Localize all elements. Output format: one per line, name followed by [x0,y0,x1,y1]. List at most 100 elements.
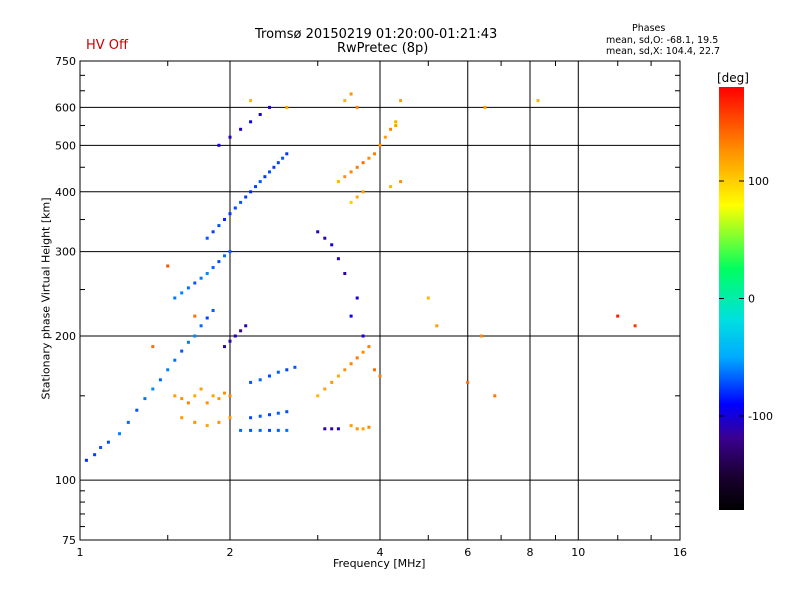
data-point [228,394,232,398]
colorbar-ticks: 100 0 -100 [719,175,773,423]
data-point [268,170,271,174]
colorbar-tick-label: 0 [748,293,755,306]
x-tick-label: 2 [227,546,234,559]
data-point [244,324,248,328]
data-point [316,394,320,398]
data-point [186,286,190,290]
data-point [349,424,353,428]
data-point [143,397,147,401]
data-point [223,254,226,258]
data-point [211,394,215,398]
data-point [276,428,280,432]
phase-stats-x: mean, sd,X: 104.4, 22.7 [606,46,721,57]
data-point [205,236,209,240]
data-point [349,362,353,366]
data-point [223,218,226,221]
data-point [239,200,243,204]
data-point [249,99,253,103]
data-point [211,309,215,312]
data-point [323,236,327,240]
y-tick-label: 750 [55,55,76,68]
x-axis-label: Frequency [MHz] [333,557,426,570]
y-tick-label: 100 [55,474,76,487]
data-point [361,161,365,165]
data-point [199,276,203,280]
data-point [633,324,637,328]
data-point [233,206,237,210]
data-point [249,380,253,384]
data-point [336,427,340,431]
data-point [323,387,327,391]
data-point [355,105,359,109]
data-point [285,105,289,109]
data-point [373,152,376,156]
data-point [394,124,398,127]
data-point [151,387,155,391]
colorbar-tick-label: -100 [748,410,773,423]
colorbar-unit: [deg] [717,71,749,85]
data-point [268,374,271,378]
data-point [249,190,253,194]
data-point [355,427,359,431]
data-point [367,425,371,429]
y-tick-label: 500 [55,139,76,152]
data-point [228,135,232,139]
data-point [349,314,353,318]
data-point [258,414,262,418]
x-tick-label: 16 [673,546,687,559]
data-point [166,264,170,268]
phase-heading: Phases [632,23,666,34]
data-point [399,180,403,184]
data-point [228,212,232,216]
y-tick-label: 75 [62,534,76,547]
data-point [173,394,177,398]
data-point [373,368,376,372]
data-point [361,190,365,194]
data-point [263,175,267,179]
data-point [217,143,221,147]
data-point [330,380,334,384]
data-point [435,324,439,328]
data-point [180,291,184,295]
data-point [228,250,232,254]
data-point [349,92,353,96]
chart-subtitle: RwPretec (8p) [337,41,429,56]
data-point [367,156,371,160]
data-point [205,424,209,428]
data-point [355,356,359,360]
data-point [180,349,184,353]
chart-title: Tromsø 20150219 01:20:00-01:21:43 [255,27,498,42]
data-point [84,458,88,462]
data-point [285,428,289,432]
data-point [239,329,243,333]
data-point [151,345,155,349]
data-point [180,397,184,401]
data-point [258,180,262,184]
data-point [173,358,177,362]
data-point [158,378,162,382]
data-point [193,281,197,285]
data-point [239,428,243,432]
data-point [378,374,382,378]
data-point [355,296,359,300]
data-point [285,368,289,372]
data-point [361,427,365,431]
data-point [493,394,497,398]
data-point [249,428,253,432]
data-point [536,99,540,103]
data-point [268,428,271,432]
data-point [239,127,243,131]
data-point [258,378,262,382]
data-point [217,224,221,228]
data-point [106,440,110,444]
data-point [223,345,226,349]
data-point [276,411,280,415]
data-point [217,397,221,401]
data-point [330,243,334,247]
data-point [616,314,620,318]
data-point [355,165,359,169]
colorbar-tick-label: 100 [748,175,769,188]
data-point [211,266,215,269]
data-point [193,394,197,398]
data-point [205,316,209,320]
